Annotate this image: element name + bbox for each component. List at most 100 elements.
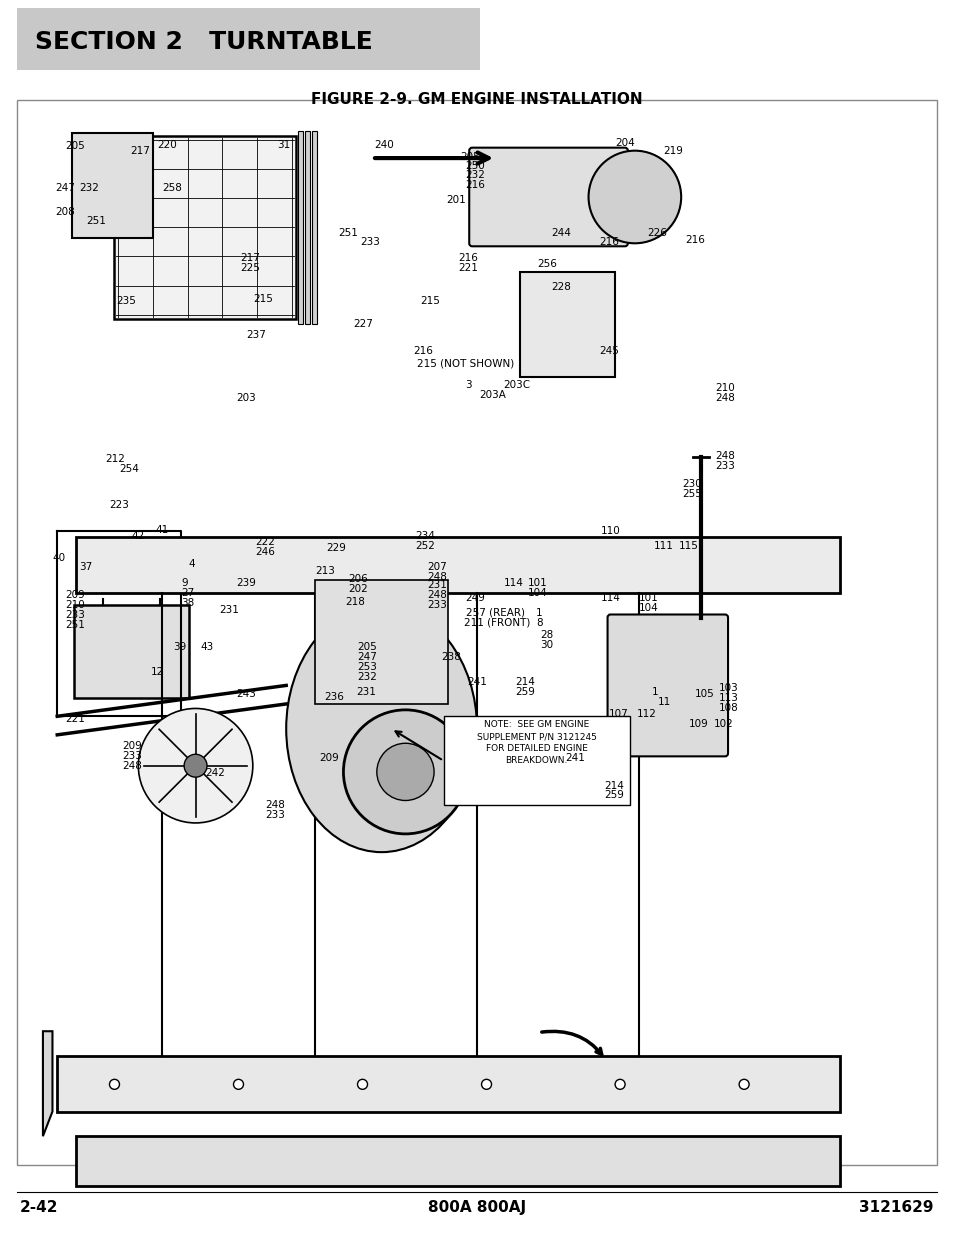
Bar bbox=[314, 580, 448, 704]
Text: 246: 246 bbox=[255, 547, 275, 557]
Bar bbox=[297, 131, 302, 324]
Text: 209: 209 bbox=[65, 590, 85, 600]
Circle shape bbox=[110, 1079, 119, 1089]
Text: 104: 104 bbox=[639, 603, 659, 613]
Text: 250: 250 bbox=[465, 161, 485, 170]
FancyBboxPatch shape bbox=[469, 148, 627, 246]
Text: 43: 43 bbox=[200, 642, 213, 652]
Text: 232: 232 bbox=[465, 170, 485, 180]
Bar bbox=[114, 136, 295, 319]
Text: 245: 245 bbox=[598, 346, 618, 356]
Text: 39: 39 bbox=[173, 642, 187, 652]
Text: 248: 248 bbox=[427, 590, 447, 600]
Text: 28: 28 bbox=[539, 630, 553, 640]
Text: 209: 209 bbox=[122, 741, 142, 751]
Text: 210: 210 bbox=[65, 600, 85, 610]
Text: 110: 110 bbox=[600, 526, 620, 536]
Text: 248: 248 bbox=[427, 572, 447, 582]
Circle shape bbox=[739, 1079, 748, 1089]
Text: 216: 216 bbox=[598, 237, 618, 247]
Text: 1: 1 bbox=[536, 608, 542, 618]
Text: 114: 114 bbox=[503, 578, 523, 588]
Text: FIGURE 2-9. GM ENGINE INSTALLATION: FIGURE 2-9. GM ENGINE INSTALLATION bbox=[311, 91, 642, 107]
Text: 214: 214 bbox=[603, 781, 623, 790]
Text: 230: 230 bbox=[681, 479, 701, 489]
Text: 214: 214 bbox=[515, 677, 535, 687]
Text: 257 (REAR): 257 (REAR) bbox=[465, 608, 524, 618]
Text: 203: 203 bbox=[236, 393, 256, 403]
Text: 247: 247 bbox=[357, 652, 377, 662]
Text: 238: 238 bbox=[441, 652, 461, 662]
Text: 42: 42 bbox=[132, 531, 145, 541]
Bar bbox=[71, 133, 152, 238]
Text: 101: 101 bbox=[527, 578, 547, 588]
Text: 27: 27 bbox=[181, 588, 194, 598]
Text: 253: 253 bbox=[357, 662, 377, 672]
Bar bbox=[443, 716, 629, 805]
Text: 210: 210 bbox=[715, 383, 735, 393]
Text: 256: 256 bbox=[537, 259, 557, 269]
Text: 254: 254 bbox=[119, 464, 139, 474]
Text: 241: 241 bbox=[467, 677, 487, 687]
Text: 248: 248 bbox=[265, 800, 285, 810]
Text: 233: 233 bbox=[265, 810, 285, 820]
Text: 221: 221 bbox=[457, 263, 477, 273]
Circle shape bbox=[343, 710, 467, 834]
Text: 222: 222 bbox=[255, 537, 275, 547]
Text: 241: 241 bbox=[565, 753, 585, 763]
Text: 9: 9 bbox=[181, 578, 188, 588]
Text: 215: 215 bbox=[419, 296, 439, 306]
Text: 217: 217 bbox=[240, 253, 260, 263]
Text: 31: 31 bbox=[276, 140, 290, 149]
Text: 219: 219 bbox=[662, 146, 682, 156]
Circle shape bbox=[588, 151, 680, 243]
Text: 216: 216 bbox=[413, 346, 433, 356]
Bar bbox=[74, 605, 189, 698]
Text: 227: 227 bbox=[353, 319, 373, 329]
Text: 215 (NOT SHOWN): 215 (NOT SHOWN) bbox=[416, 358, 514, 368]
Text: 205: 205 bbox=[65, 141, 85, 151]
Text: 242: 242 bbox=[205, 768, 225, 778]
Text: 109: 109 bbox=[688, 719, 708, 729]
Text: 3121629: 3121629 bbox=[859, 1200, 933, 1215]
Text: 105: 105 bbox=[694, 689, 714, 699]
Text: 201: 201 bbox=[446, 195, 466, 205]
Text: 236: 236 bbox=[324, 692, 344, 701]
Text: 225: 225 bbox=[240, 263, 260, 273]
Text: 3: 3 bbox=[465, 380, 472, 390]
Bar bbox=[17, 100, 936, 1165]
Text: 233: 233 bbox=[65, 610, 85, 620]
Text: 103: 103 bbox=[718, 683, 738, 693]
Text: 255: 255 bbox=[681, 489, 701, 499]
Text: 248: 248 bbox=[122, 761, 142, 771]
Text: 101: 101 bbox=[639, 593, 659, 603]
Text: 218: 218 bbox=[345, 597, 365, 606]
Polygon shape bbox=[76, 1136, 839, 1186]
Text: SECTION 2   TURNTABLE: SECTION 2 TURNTABLE bbox=[35, 30, 373, 54]
Bar bbox=[304, 131, 310, 324]
Circle shape bbox=[481, 1079, 491, 1089]
Text: 213: 213 bbox=[314, 566, 335, 576]
Bar bbox=[17, 7, 479, 70]
Text: 247: 247 bbox=[55, 183, 75, 193]
Text: 231: 231 bbox=[355, 687, 375, 697]
Text: 41: 41 bbox=[155, 525, 169, 535]
Text: 203A: 203A bbox=[478, 390, 505, 400]
Text: 102: 102 bbox=[713, 719, 733, 729]
Text: 202: 202 bbox=[348, 584, 368, 594]
Text: 231: 231 bbox=[427, 580, 447, 590]
Text: NOTE:  SEE GM ENGINE
SUPPLEMENT P/N 3121245
FOR DETAILED ENGINE
BREAKDOWN.: NOTE: SEE GM ENGINE SUPPLEMENT P/N 31212… bbox=[476, 720, 596, 764]
Text: 111: 111 bbox=[653, 541, 673, 551]
Text: 237: 237 bbox=[246, 330, 266, 340]
Text: 239: 239 bbox=[236, 578, 256, 588]
Text: 800A 800AJ: 800A 800AJ bbox=[428, 1200, 525, 1215]
Text: 216: 216 bbox=[684, 235, 704, 245]
Circle shape bbox=[376, 743, 434, 800]
Circle shape bbox=[615, 1079, 624, 1089]
Text: 2-42: 2-42 bbox=[20, 1200, 58, 1215]
Circle shape bbox=[184, 755, 207, 777]
Text: 235: 235 bbox=[116, 296, 136, 306]
Text: 211 (FRONT): 211 (FRONT) bbox=[463, 618, 530, 627]
Text: 11: 11 bbox=[658, 697, 671, 706]
Text: 4: 4 bbox=[189, 559, 195, 569]
